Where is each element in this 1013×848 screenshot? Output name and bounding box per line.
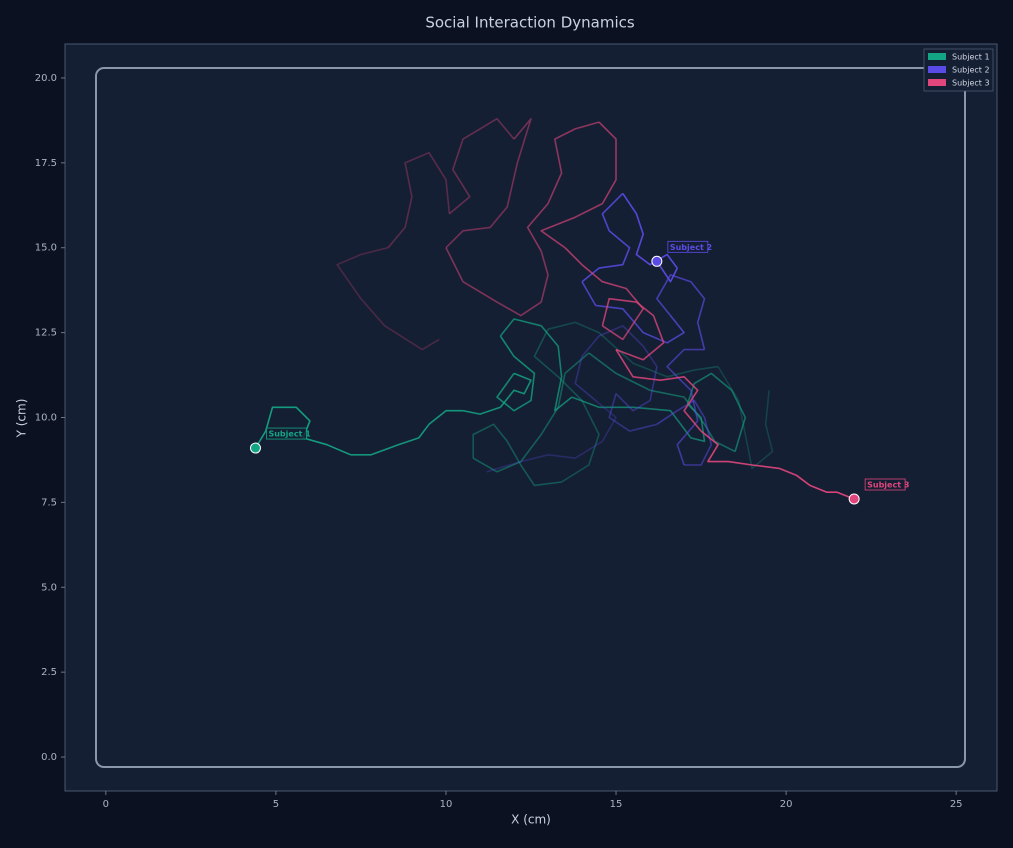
annotation-box	[864, 478, 906, 491]
trajectory	[564, 247, 644, 341]
trajectory	[601, 297, 665, 361]
annotation: Subject 3	[867, 480, 909, 489]
chart-title: Social Interaction Dynamics	[425, 14, 635, 32]
trajectory	[264, 406, 352, 456]
trajectory	[574, 325, 658, 402]
trajectory	[445, 247, 549, 317]
trajectory	[656, 274, 706, 350]
trajectory	[656, 260, 679, 283]
x-axis-label: X (cm)	[511, 813, 551, 827]
position-marker	[651, 255, 663, 267]
trajectory	[526, 121, 600, 252]
annotation: Subject 1	[268, 430, 311, 439]
legend-swatch	[928, 79, 946, 86]
legend-label: Subject 1	[952, 53, 990, 62]
y-tick-label: 20.0	[35, 73, 57, 84]
trajectory	[581, 281, 685, 344]
trajectory	[540, 121, 617, 249]
trajectory	[547, 321, 719, 378]
x-tick-label: 20	[780, 799, 793, 810]
trajectory	[336, 246, 440, 351]
trajectory	[445, 117, 532, 249]
trajectory	[448, 117, 515, 215]
y-tick-label: 17.5	[35, 158, 57, 169]
arena	[95, 67, 966, 768]
annotation-box	[266, 427, 307, 440]
trajectory	[486, 399, 617, 473]
trajectory	[496, 335, 536, 412]
y-tick-label: 12.5	[35, 328, 57, 339]
trajectory	[622, 192, 678, 269]
legend-swatch	[928, 66, 946, 73]
trajectory	[717, 366, 774, 470]
y-tick-label: 10.0	[35, 413, 57, 424]
trajectory	[350, 409, 463, 456]
legend-swatch	[928, 53, 946, 60]
legend-label: Subject 2	[952, 66, 990, 75]
trajectory	[472, 423, 562, 487]
trajectory	[666, 348, 705, 466]
x-tick-label: 5	[273, 799, 279, 810]
y-tick-label: 7.5	[41, 497, 57, 508]
trajectory	[656, 399, 713, 466]
x-tick-label: 25	[950, 799, 963, 810]
annotation: Subject 2	[670, 243, 712, 252]
trajectory	[581, 192, 631, 283]
trajectory	[795, 474, 855, 500]
annotation-box	[667, 240, 709, 253]
y-tick-label: 5.0	[41, 582, 57, 593]
legend-label: Subject 3	[952, 79, 990, 88]
trajectory	[462, 372, 532, 415]
x-tick-label: 15	[610, 799, 623, 810]
trajectory	[499, 318, 573, 412]
trajectory	[387, 151, 451, 249]
plot-area	[64, 43, 998, 792]
trajectory	[571, 396, 706, 443]
position-marker	[848, 493, 860, 505]
trajectory	[700, 430, 797, 476]
position-marker	[249, 442, 261, 454]
x-tick-label: 0	[103, 799, 109, 810]
y-tick-label: 15.0	[35, 243, 57, 254]
trajectory	[472, 352, 590, 473]
trajectory	[608, 366, 658, 432]
y-axis-label: Y (cm)	[15, 399, 29, 439]
trajectory	[615, 349, 702, 432]
x-tick-label: 10	[440, 799, 453, 810]
y-tick-label: 2.5	[41, 667, 57, 678]
y-tick-label: 0.0	[41, 752, 57, 763]
